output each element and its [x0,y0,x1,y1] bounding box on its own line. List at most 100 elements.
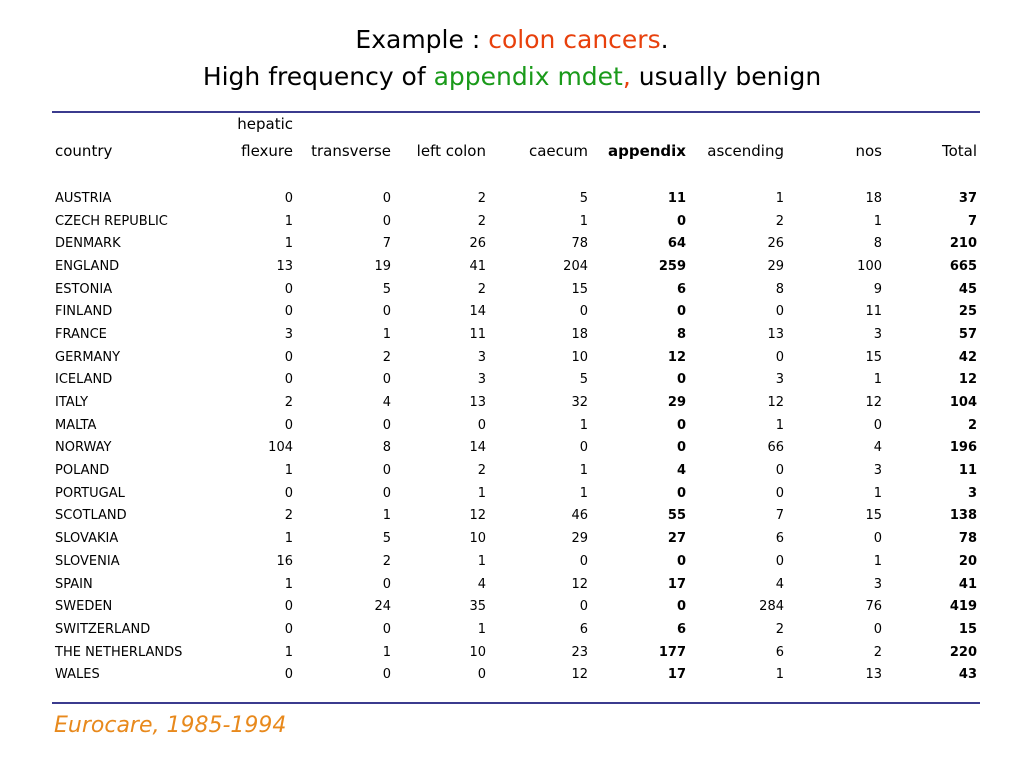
cell-transverse: 0 [382,417,391,433]
cell-hepatic-flexure: 0 [284,417,293,433]
cell-left-colon: 14 [469,304,486,320]
cell-nos: 1 [873,372,882,388]
cell-total: 104 [949,395,977,411]
cell-nos: 0 [873,531,882,547]
cell-hepatic-flexure: 0 [284,304,293,320]
table-row: SCOTLAND 2 1 12 46 55 7 15 138 [52,505,980,528]
cell-nos: 9 [873,281,882,297]
title-prefix: Example : [355,25,489,54]
cell-country: WALES [55,667,100,683]
cell-ascending: 3 [775,372,784,388]
cell-appendix: 0 [676,372,686,388]
cell-transverse: 1 [382,644,391,660]
cell-transverse: 0 [382,372,391,388]
cell-total: 11 [958,463,977,479]
cell-total: 3 [967,485,977,501]
cell-total: 220 [949,644,977,660]
cell-appendix: 0 [676,213,686,229]
table-row: FRANCE 3 1 11 18 8 13 3 57 [52,323,980,346]
table-header: hepatic country flexure transverse left … [52,112,980,187]
cell-caecum: 1 [579,463,588,479]
cell-appendix: 0 [676,304,686,320]
cell-caecum: 29 [571,531,588,547]
cell-nos: 12 [865,395,882,411]
cell-nos: 0 [873,621,882,637]
cell-hepatic-flexure: 0 [284,190,293,206]
cell-nos: 18 [865,190,882,206]
cell-left-colon: 4 [477,576,486,592]
cell-transverse: 0 [382,190,391,206]
cell-ascending: 0 [775,304,784,320]
cell-left-colon: 0 [477,667,486,683]
cell-hepatic-flexure: 1 [284,576,293,592]
table-row: THE NETHERLANDS 1 1 10 23 177 6 2 220 [52,641,980,664]
cell-transverse: 7 [382,236,391,252]
cell-nos: 0 [873,417,882,433]
cell-ascending: 6 [775,644,784,660]
cell-caecum: 12 [571,576,588,592]
table-row: SLOVENIA 16 2 1 0 0 0 1 20 [52,550,980,573]
cell-appendix: 64 [667,236,686,252]
table-row: GERMANY 0 2 3 10 12 0 15 42 [52,346,980,369]
cell-hepatic-flexure: 0 [284,372,293,388]
cell-appendix: 27 [667,531,686,547]
cell-caecum: 0 [579,553,588,569]
cell-nos: 1 [873,213,882,229]
cell-total: 419 [949,599,977,615]
cell-caecum: 6 [579,621,588,637]
cell-transverse: 5 [382,281,391,297]
cell-nos: 8 [873,236,882,252]
cell-caecum: 204 [563,258,588,274]
header-total: Total [941,142,977,160]
table-row: SWITZERLAND 0 0 1 6 6 2 0 15 [52,618,980,641]
cell-country: AUSTRIA [55,190,112,206]
cell-hepatic-flexure: 13 [276,258,293,274]
cell-total: 41 [958,576,977,592]
cell-hepatic-flexure: 1 [284,236,293,252]
cell-nos: 15 [865,508,882,524]
cell-country: ITALY [55,395,89,411]
cell-caecum: 1 [579,213,588,229]
table-row: PORTUGAL 0 0 1 1 0 0 1 3 [52,482,980,505]
cell-left-colon: 14 [469,440,486,456]
cell-appendix: 177 [658,644,686,660]
cell-transverse: 5 [382,531,391,547]
cell-total: 12 [958,372,977,388]
cell-nos: 100 [857,258,882,274]
cell-nos: 1 [873,553,882,569]
cell-total: 196 [949,440,977,456]
cell-left-colon: 3 [477,372,486,388]
cell-total: 138 [949,508,977,524]
cell-caecum: 18 [571,326,588,342]
cell-caecum: 32 [571,395,588,411]
cell-nos: 1 [873,485,882,501]
cell-appendix: 29 [667,395,686,411]
cell-hepatic-flexure: 104 [268,440,293,456]
cell-ascending: 1 [775,417,784,433]
cell-left-colon: 11 [469,326,486,342]
header-country-top [52,112,200,141]
cell-total: 20 [958,553,977,569]
header-hepatic-flexure-line2: flexure [241,142,293,160]
cell-hepatic-flexure: 0 [284,621,293,637]
cell-nos: 13 [865,667,882,683]
cell-caecum: 5 [579,372,588,388]
cell-appendix: 17 [667,667,686,683]
cell-ascending: 29 [767,258,784,274]
cell-total: 7 [967,213,977,229]
cell-hepatic-flexure: 3 [284,326,293,342]
cell-nos: 4 [873,440,882,456]
cell-country: MALTA [55,417,97,433]
cell-appendix: 4 [676,463,686,479]
cell-total: 57 [958,326,977,342]
cell-total: 42 [958,349,977,365]
cell-appendix: 0 [676,417,686,433]
cell-country: SWITZERLAND [55,621,151,637]
cell-transverse: 24 [374,599,391,615]
title-period: . [660,25,669,54]
cell-ascending: 0 [775,349,784,365]
cell-ascending: 1 [775,190,784,206]
table-row: SWEDEN 0 24 35 0 0 284 76 419 [52,595,980,618]
subtitle-suffix: usually benign [630,62,822,91]
cell-country: ENGLAND [55,258,120,274]
